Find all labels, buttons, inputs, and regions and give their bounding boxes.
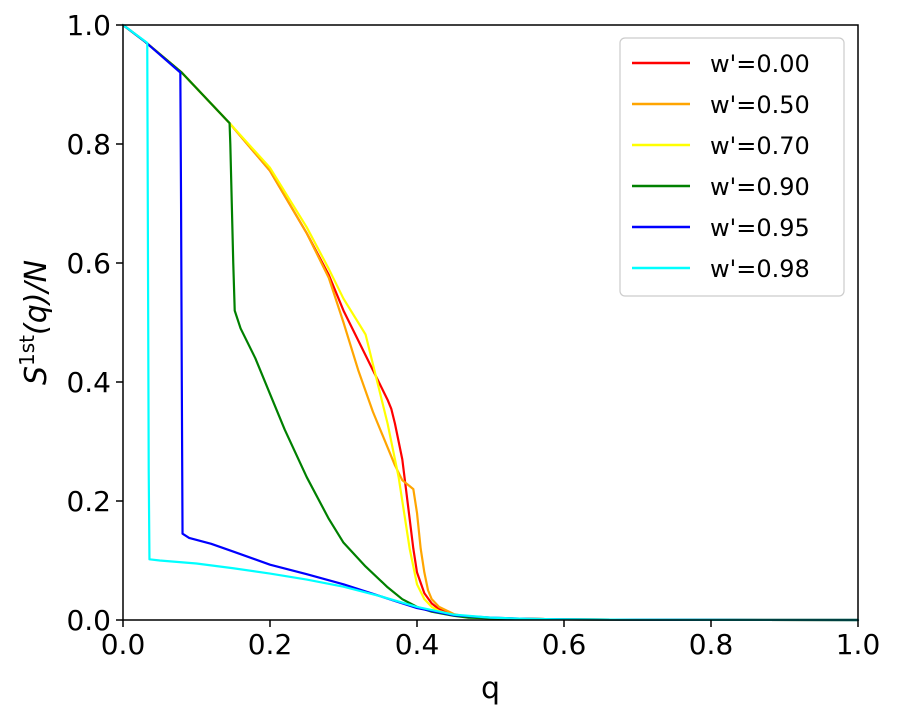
legend-label: w'=0.98 bbox=[710, 255, 810, 283]
y-tick-label: 0.8 bbox=[66, 128, 111, 161]
y-tick-label: 0.4 bbox=[66, 366, 111, 399]
legend-label: w'=0.95 bbox=[710, 214, 810, 242]
x-tick-label: 0.0 bbox=[101, 628, 146, 661]
legend-box bbox=[619, 37, 845, 297]
x-tick-label: 0.6 bbox=[542, 628, 587, 661]
legend-label: w'=0.50 bbox=[710, 91, 810, 119]
y-tick-label: 0.2 bbox=[66, 485, 111, 518]
y-tick-label: 1.0 bbox=[66, 9, 111, 42]
tick-layer: 0.0 0.2 0.4 0.6 0.8 1.0 0.0 0.2 0.4 0.6 0.8 1.0 bbox=[66, 9, 880, 661]
x-tick-label: 0.2 bbox=[248, 628, 293, 661]
x-tick-label: 0.4 bbox=[395, 628, 440, 661]
y-tick-label: 0.6 bbox=[66, 247, 111, 280]
y-axis-label-superscript: 1st bbox=[15, 335, 39, 366]
x-tick-label: 0.8 bbox=[689, 628, 734, 661]
legend-label: w'=0.70 bbox=[710, 132, 810, 160]
legend-label: w'=0.00 bbox=[710, 50, 810, 78]
y-axis-label-base: S bbox=[19, 366, 54, 385]
x-axis-label: q bbox=[481, 671, 500, 706]
y-tick-label: 0.0 bbox=[66, 604, 111, 637]
legend: w'=0.00 w'=0.50 w'=0.70 w'=0.90 w'=0.95 w'=0.… bbox=[619, 37, 845, 297]
legend-label: w'=0.90 bbox=[710, 173, 810, 201]
y-axis-label-rest: (q)/N bbox=[19, 260, 54, 335]
legend-items: w'=0.00 w'=0.50 w'=0.70 w'=0.90 w'=0.95 w'=0.… bbox=[632, 50, 810, 283]
y-axis-label: S1st(q)/N bbox=[15, 260, 54, 385]
plot-frame bbox=[122, 24, 859, 621]
x-tick-label: 1.0 bbox=[836, 628, 881, 661]
